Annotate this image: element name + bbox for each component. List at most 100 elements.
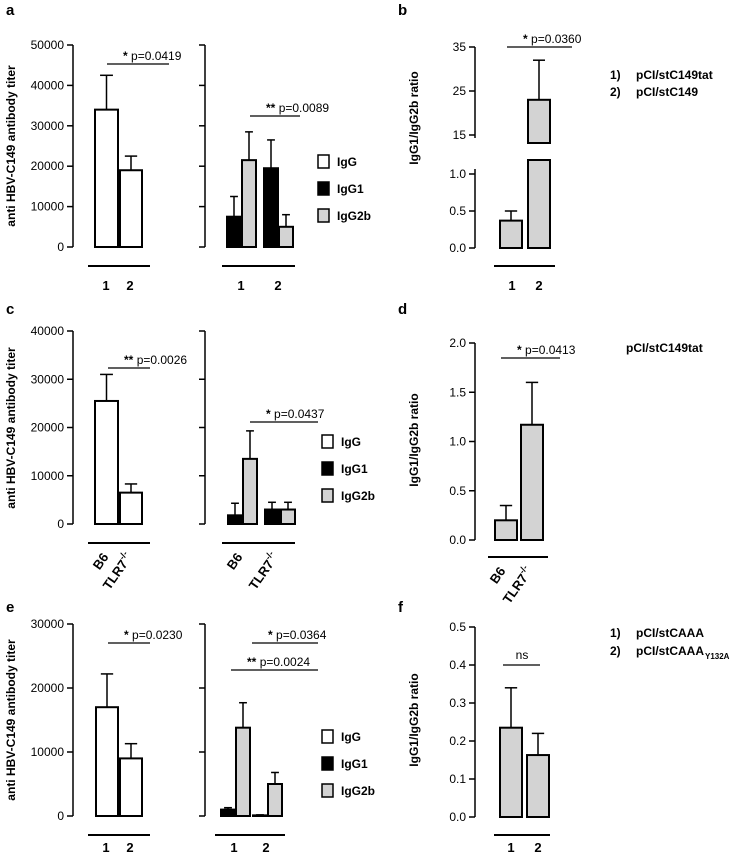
panel-c-category-name: B6	[90, 550, 112, 572]
panel-b-p-value: * p=0.0360	[523, 32, 582, 46]
panel-c-subclass-bar-b6-igg1	[227, 514, 243, 526]
panel-b-bar-2-lower	[527, 159, 551, 249]
panel-b-bar-2-upper	[527, 98, 551, 145]
panel-c-subclass-bar-b6-igg2b	[242, 457, 258, 525]
panel-c-subclass-category-label: TLR7-/-	[244, 549, 281, 592]
panel-c-y-tick-label: 40000	[31, 324, 65, 338]
panel-a-y-tick-label: 30000	[31, 119, 65, 133]
panel-e-p-text: p=0.0230	[132, 628, 183, 642]
panel-a-legend-label-igg: IgG	[337, 155, 357, 169]
panel-a-y-tick-label: 50000	[31, 38, 65, 52]
panel-c-subclass-p-text: p=0.0437	[274, 407, 325, 421]
panel-d-bar-tlr7	[520, 423, 544, 542]
panel-f-ns-label: ns	[516, 648, 529, 662]
panel-letter-d: d	[398, 301, 407, 318]
panel-c-legend-label-igg: IgG	[341, 435, 361, 449]
panel-c-y-tick-label: 20000	[31, 421, 65, 435]
panel-b-category-label: 1	[508, 278, 515, 293]
panel-a-bar-1	[94, 108, 119, 248]
panel-a-subclass-bar-2-igg1	[263, 167, 279, 248]
panel-b-y-tick-label: 35	[453, 40, 467, 54]
panel-a-legend-swatch-igg	[317, 154, 330, 169]
note-f1-text: pCI/stCAAA	[636, 626, 704, 640]
panel-f-y-axis-label: IgG1/IgG2b ratio	[407, 673, 421, 766]
panel-d-p-value: * p=0.0413	[517, 343, 576, 357]
panel-a-y-tick-label: 0	[57, 240, 64, 254]
panel-e-subclass-p-text: p=0.0024	[260, 655, 311, 669]
panel-e-subclass-stars: **	[247, 655, 257, 669]
panel-b-y-tick-label: 0.5	[449, 204, 466, 218]
panel-e-y-tick-label: 20000	[31, 681, 65, 695]
panel-e-subclass-p-value: ** p=0.0024	[247, 655, 310, 669]
chart-layer: 0 10000 20000 30000 40000 50000 anti HBV-C149 …	[4, 32, 730, 854]
panel-letter-a: a	[6, 2, 15, 19]
panel-a-y-tick-label: 40000	[31, 78, 65, 92]
panel-f-y-tick-label: 0.2	[449, 734, 466, 748]
panel-d-y-tick-label: 0.5	[449, 484, 466, 498]
panel-e-y-tick-label: 0	[57, 809, 64, 823]
panel-e-subclass-category-label: 1	[230, 840, 237, 854]
panel-e-category-label: 1	[102, 840, 109, 854]
panel-a-subclass-bar-1-igg1	[226, 215, 242, 248]
panel-f-y-tick-label: 0.1	[449, 772, 466, 786]
panel-a-legend-label-igg2b: IgG2b	[337, 209, 371, 223]
panel-e-subclass-stars: *	[268, 628, 273, 642]
panel-a-subclass-p-text: p=0.0089	[279, 101, 330, 115]
panel-e-stars: *	[124, 628, 129, 642]
panel-a-subclass-p-value: ** p=0.0089	[266, 101, 329, 115]
panel-d-y-tick-label: 0.0	[449, 533, 466, 547]
note-f1-number: 1)	[610, 626, 621, 640]
panel-c-p-value: ** p=0.0026	[124, 353, 187, 367]
panel-e-legend-swatch-igg2b	[321, 783, 334, 798]
panel-a-legend-label-igg1: IgG1	[337, 182, 364, 196]
panel-e-y-tick-label: 30000	[31, 617, 65, 631]
panel-b-p-text: p=0.0360	[531, 32, 582, 46]
note-b1-text: pCI/stC149tat	[636, 68, 713, 82]
panel-e-bar-2	[119, 757, 143, 818]
panel-a-legend-swatch-igg2b	[317, 208, 330, 223]
panel-f-category-label: 2	[534, 840, 541, 854]
panel-f-bar-1	[499, 726, 523, 819]
panel-d-y-tick-label: 1.5	[449, 385, 466, 399]
panel-d-category-name: B6	[487, 564, 509, 586]
panel-e-subclass-p-value: * p=0.0364	[268, 628, 327, 642]
panel-e-p-value: * p=0.0230	[124, 628, 183, 642]
panel-c-y-tick-label: 10000	[31, 469, 65, 483]
note-b1-number: 1)	[610, 68, 621, 82]
panel-e-legend-swatch-igg	[321, 729, 334, 744]
panel-c-subclass-bar-tlr7-igg2b	[280, 508, 296, 525]
panel-e-subclass-bar-1-igg2b	[235, 726, 251, 817]
panel-e-y-axis-label: anti HBV-C149 antibody titer	[4, 639, 18, 801]
panel-e-legend-label-igg2b: IgG2b	[341, 784, 375, 798]
panel-d-p-text: p=0.0413	[525, 343, 576, 357]
panel-a-y-tick-label: 20000	[31, 159, 65, 173]
panel-c-subclass-category-name: TLR7	[246, 557, 277, 592]
panel-f-y-tick-label: 0.5	[449, 620, 466, 634]
panel-a-category-label: 1	[102, 278, 109, 293]
panel-c-legend-swatch-igg	[321, 434, 334, 449]
panel-a-subclass-category-label: 2	[274, 278, 281, 293]
panel-e-category-label: 2	[126, 840, 133, 854]
panel-d-category-label: B6	[487, 564, 509, 586]
panel-a-legend-swatch-igg1	[317, 181, 330, 196]
panel-a-subclass-category-label: 1	[237, 278, 244, 293]
panel-e-subclass-p-text: p=0.0364	[276, 628, 327, 642]
panel-b-category-label: 2	[535, 278, 542, 293]
panel-a-p-value: * p=0.0419	[123, 49, 182, 63]
panel-b-bar-1	[499, 219, 523, 249]
panel-letter-b: b	[398, 2, 407, 19]
panel-f-category-label: 1	[507, 840, 514, 854]
panel-f-y-tick-label: 0.0	[449, 810, 466, 824]
panel-c-y-axis-label: anti HBV-C149 antibody titer	[4, 347, 18, 509]
panel-d-stars: *	[517, 343, 522, 357]
panel-a-y-tick-label: 10000	[31, 200, 65, 214]
panel-e-subclass-category-label: 2	[262, 840, 269, 854]
panel-letter-e: e	[6, 599, 14, 616]
panel-c-legend-label-igg2b: IgG2b	[341, 489, 375, 503]
panel-letter-c: c	[6, 301, 14, 318]
panel-d-bar-b6	[494, 519, 518, 541]
note-b2-text: pCI/stC149	[636, 85, 698, 99]
panel-f-y-tick-label: 0.4	[449, 658, 466, 672]
panel-a-subclass-stars: **	[266, 101, 276, 115]
